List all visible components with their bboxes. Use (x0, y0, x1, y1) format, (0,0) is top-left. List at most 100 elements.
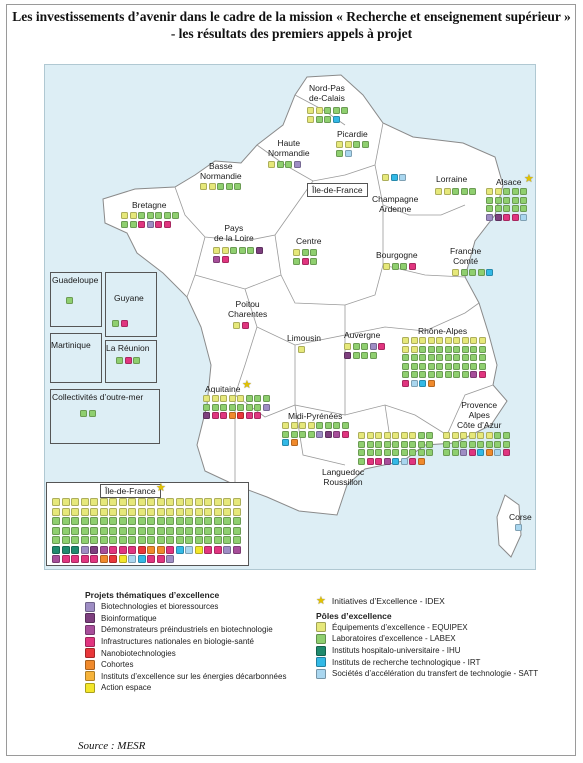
project-square (307, 107, 314, 114)
project-square (402, 345, 409, 353)
project-square (494, 440, 501, 448)
project-square (485, 449, 493, 456)
project-square (436, 354, 443, 361)
project-square (147, 536, 155, 544)
project-square (203, 403, 210, 411)
project-square (511, 188, 519, 195)
legend-pole-labex: Laboratoires d’excellence - LABEX (316, 633, 538, 645)
project-square (225, 183, 233, 190)
project-square (163, 212, 171, 219)
project-square (213, 517, 222, 525)
legend-thematic-coh: Cohortes (85, 659, 286, 671)
project-square (358, 432, 365, 439)
project-square (156, 507, 165, 516)
project-square (494, 432, 501, 439)
project-square (369, 343, 377, 350)
project-square (478, 345, 486, 353)
project-square (400, 449, 408, 456)
project-square (310, 249, 317, 256)
legend-poles-title: Pôles d’excellence (316, 610, 392, 621)
project-square (211, 395, 219, 402)
idf-inset-grid (52, 498, 241, 563)
project-square (245, 412, 253, 419)
legend-swatch (85, 659, 95, 670)
region-label: Bourgogne (376, 250, 418, 260)
project-square (166, 536, 174, 544)
project-square (477, 269, 485, 276)
project-square (155, 212, 162, 219)
project-square (213, 545, 222, 554)
project-square (185, 498, 193, 506)
project-square (109, 536, 117, 544)
project-square (419, 362, 426, 370)
project-square (451, 449, 459, 456)
project-square (245, 395, 253, 402)
project-square (99, 526, 108, 535)
project-square (344, 343, 351, 350)
project-square (109, 526, 117, 535)
project-square (80, 507, 89, 516)
region-project-grid (268, 161, 301, 168)
legend-label: Action espace (101, 683, 152, 693)
project-square (99, 555, 108, 563)
project-square (444, 354, 452, 361)
project-square (470, 345, 477, 353)
project-square (118, 526, 127, 535)
project-square (453, 345, 460, 353)
legend-idex-row: ★ Initiatives d’Excellence - IDEX (316, 596, 538, 608)
project-square (402, 371, 409, 378)
project-square (400, 457, 408, 465)
project-square (71, 526, 79, 535)
project-square (503, 196, 510, 204)
legend-label: Nanobiotechnologies (101, 648, 176, 658)
project-square (451, 440, 459, 448)
project-square (220, 403, 227, 411)
region-label: Aquitaine (205, 384, 241, 394)
project-square (383, 440, 391, 448)
inset-guyane (105, 272, 157, 337)
project-square (234, 183, 241, 190)
project-square (71, 536, 79, 544)
source-note: Source : MESR (78, 740, 146, 752)
project-square (453, 362, 460, 370)
legend-swatch (85, 671, 95, 682)
project-square (109, 517, 117, 525)
project-square (409, 432, 416, 439)
region-label: Franche Comté (450, 246, 482, 266)
project-square (358, 440, 365, 448)
project-square (366, 440, 374, 448)
project-square (478, 337, 486, 344)
idf-idex-star: ★ (156, 482, 166, 494)
legend-swatch (316, 668, 326, 679)
region-label: Rhône-Alpes (418, 326, 468, 336)
project-square (204, 545, 212, 554)
project-square (221, 255, 229, 263)
project-square (232, 517, 241, 525)
project-square (409, 440, 416, 448)
project-square (369, 351, 377, 359)
legend-swatch (85, 613, 95, 624)
project-square (402, 354, 409, 361)
region-project-grid (80, 410, 96, 417)
project-square (237, 403, 244, 411)
project-square (436, 371, 443, 378)
project-square (417, 440, 425, 448)
project-square (118, 517, 127, 525)
region-label: Basse Normandie (200, 161, 242, 181)
project-square (156, 536, 165, 544)
project-square (128, 517, 136, 525)
project-square (155, 220, 162, 228)
project-square (409, 457, 416, 465)
project-square (223, 526, 231, 535)
project-square (358, 457, 365, 465)
project-square (443, 432, 450, 439)
project-square (478, 371, 486, 378)
legend-swatch (316, 633, 326, 644)
project-square (503, 213, 510, 221)
project-square (247, 247, 254, 254)
project-square (71, 555, 79, 563)
project-square (282, 439, 289, 446)
region-project-grid (382, 174, 406, 181)
project-square (52, 545, 60, 554)
project-square (109, 545, 117, 554)
